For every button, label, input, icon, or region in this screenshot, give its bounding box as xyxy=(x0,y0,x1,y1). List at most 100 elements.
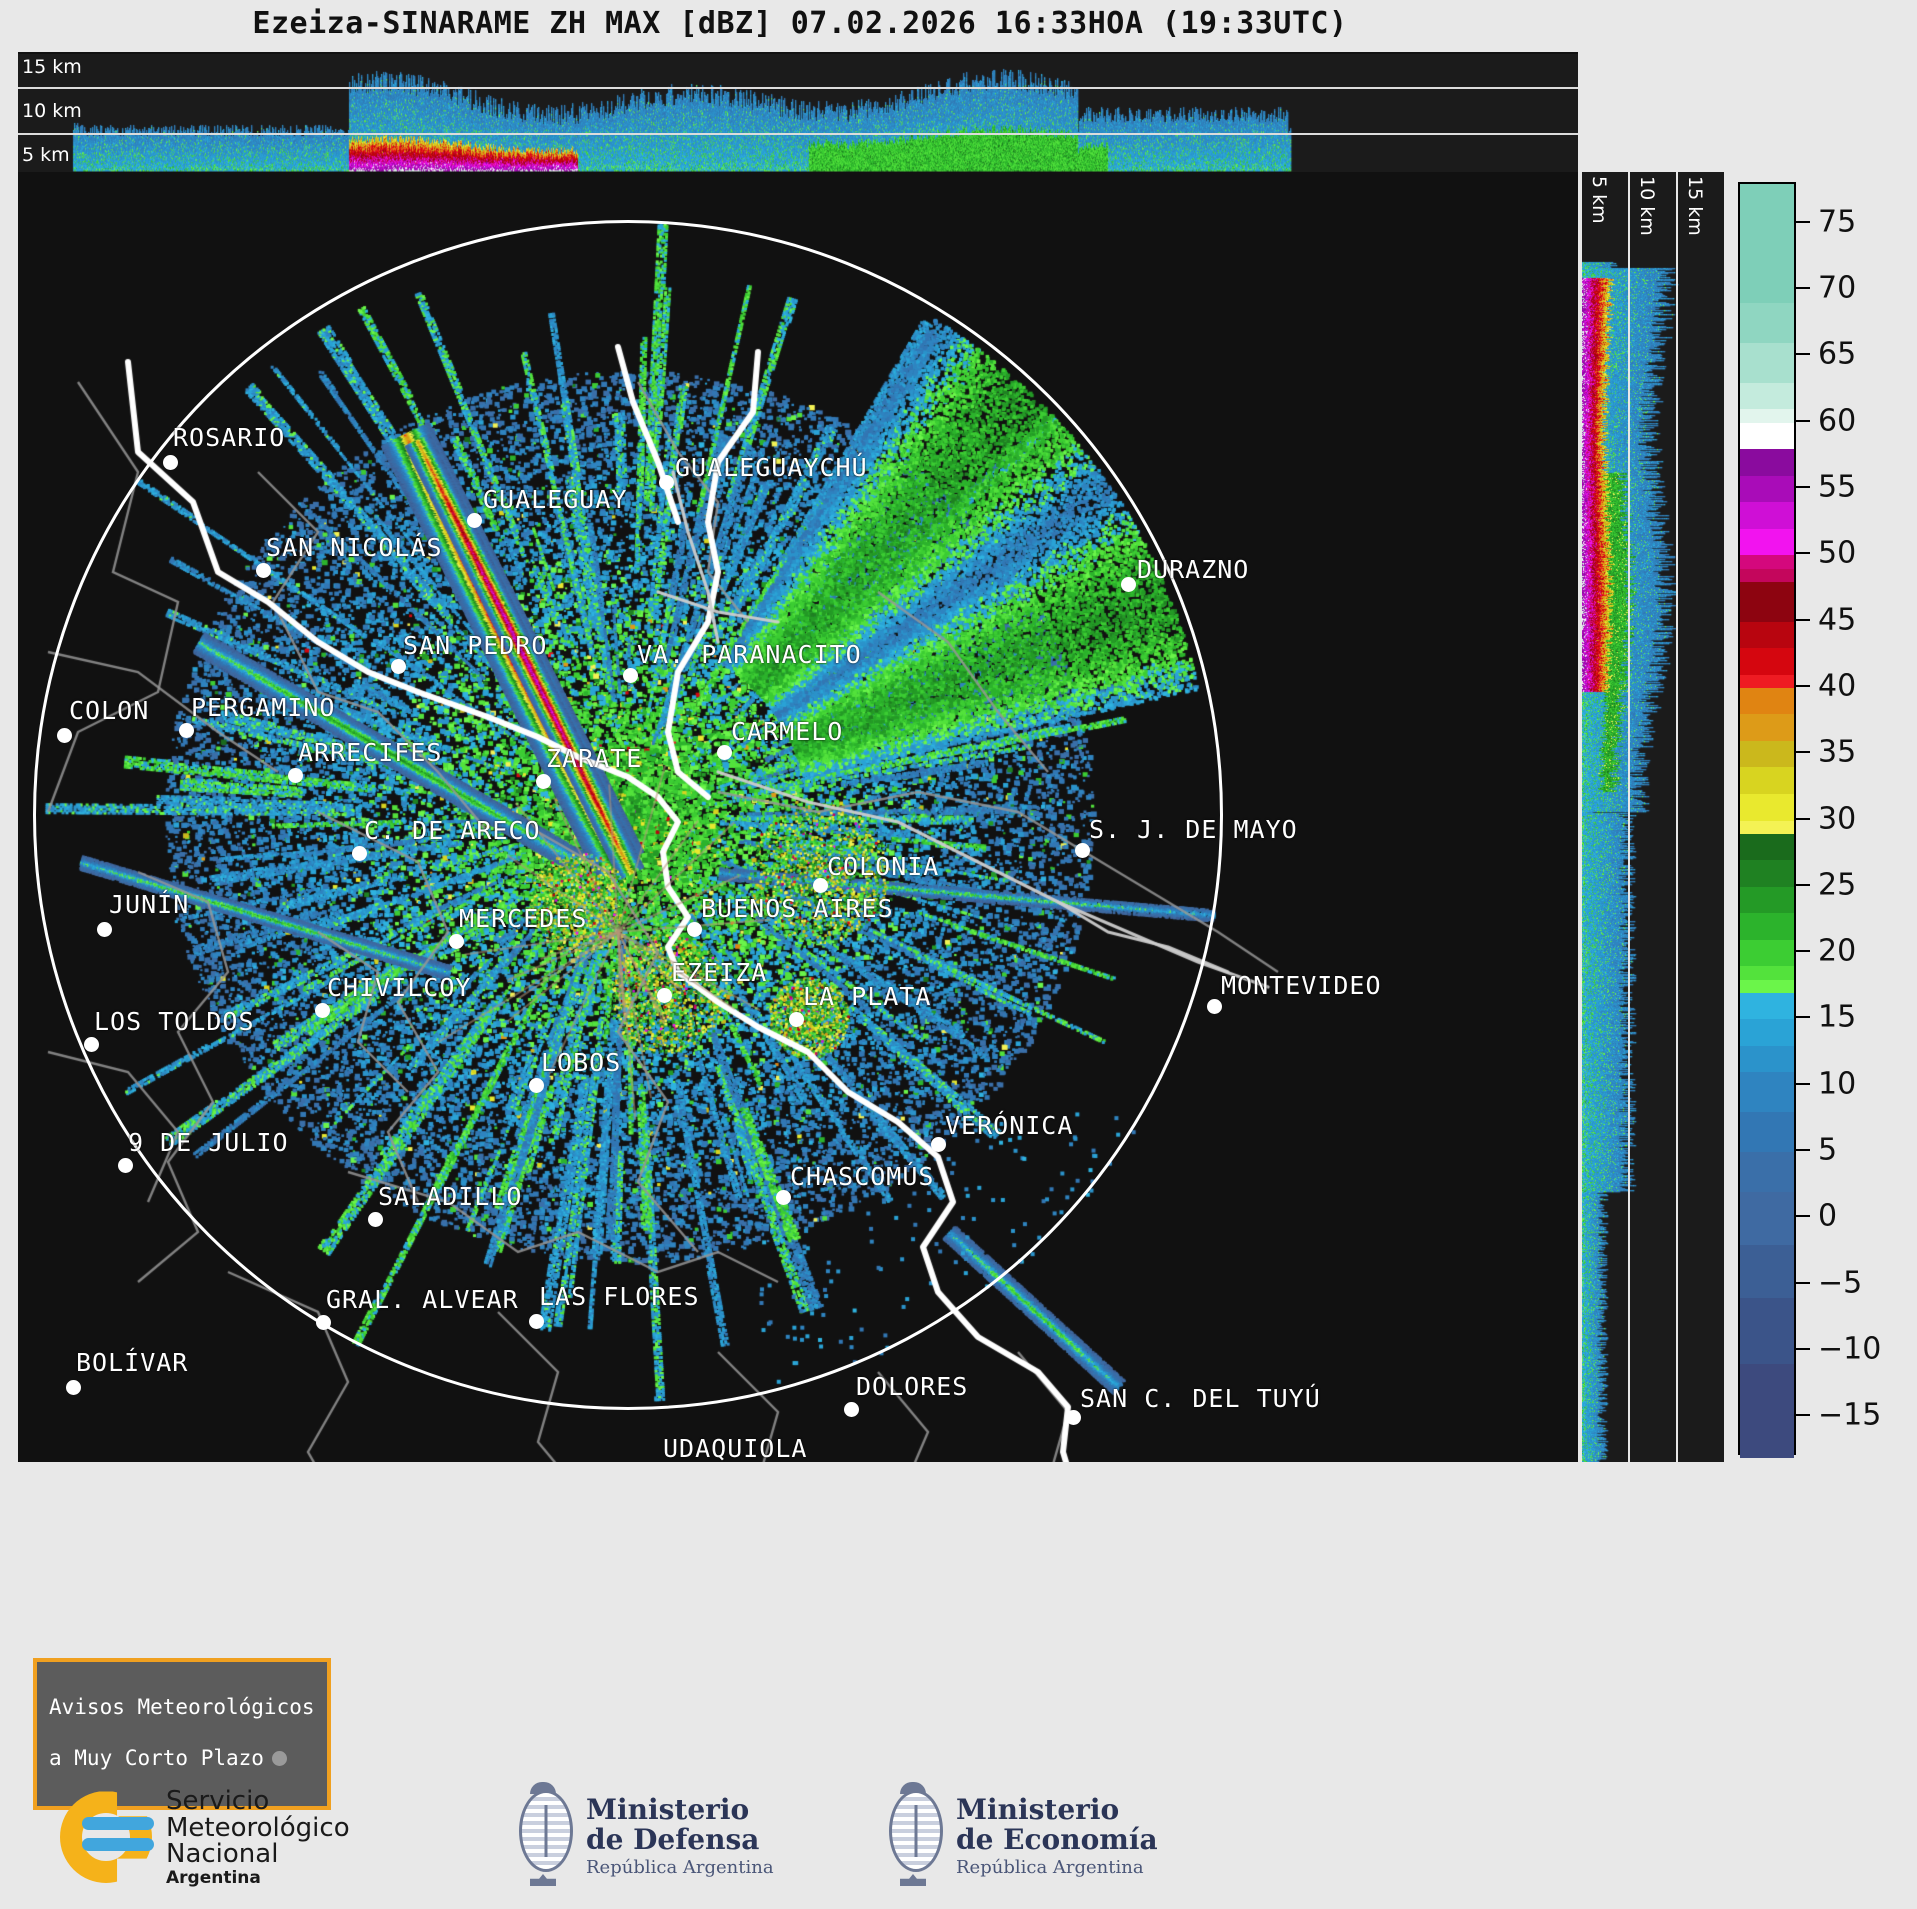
colorbar-segment xyxy=(1740,502,1794,530)
colorbar-tick xyxy=(1796,1215,1810,1218)
city-label: CARMELO xyxy=(731,717,844,746)
colorbar-segment xyxy=(1740,913,1794,941)
coat-shield-icon-2 xyxy=(889,1790,943,1872)
city-dot-icon xyxy=(776,1190,791,1205)
city-label: LAS FLORES xyxy=(539,1282,700,1311)
right-cross-section-echo-canvas xyxy=(1582,172,1724,1462)
xsec-top-label-15km: 15 km xyxy=(22,56,82,78)
xsec-right-label-5km: 5 km xyxy=(1588,176,1610,224)
colorbar-tick-label: 10 xyxy=(1818,1066,1857,1102)
colorbar-segment xyxy=(1740,1019,1794,1047)
colorbar-tick xyxy=(1796,220,1810,223)
city-label: SALADILLO xyxy=(378,1182,523,1211)
colorbar-segment xyxy=(1740,860,1794,888)
smn-line-4: Argentina xyxy=(166,1867,261,1888)
footer-logos: Servicio Meteorológico Nacional Argentin… xyxy=(0,1772,1600,1909)
colorbar-gradient xyxy=(1738,182,1796,1458)
colorbar-segment xyxy=(1740,820,1794,835)
city-dot-icon xyxy=(659,475,674,490)
city-label: DOLORES xyxy=(856,1372,969,1401)
city-dot-icon xyxy=(813,878,828,893)
colorbar-tick-label: 15 xyxy=(1818,999,1857,1035)
defensa-text: Ministerio de Defensa República Argentin… xyxy=(586,1792,774,1878)
city-dot-icon xyxy=(529,1078,544,1093)
colorbar-tick xyxy=(1796,1082,1810,1085)
colorbar-tick-label: 35 xyxy=(1818,734,1857,770)
city-label: SAN NICOLÁS xyxy=(266,533,443,562)
smn-line-1: Servicio xyxy=(166,1786,270,1816)
economia-line-3: República Argentina xyxy=(956,1857,1144,1879)
city-label: BUENOS AIRES xyxy=(701,894,894,923)
colorbar-tick-label: 25 xyxy=(1818,867,1857,903)
logo-smn: Servicio Meteorológico Nacional Argentin… xyxy=(60,1788,350,1887)
city-label: COLONIA xyxy=(827,852,940,881)
city-dot-icon xyxy=(368,1212,383,1227)
colorbar-segment xyxy=(1740,687,1794,715)
colorbar-segment xyxy=(1740,621,1794,649)
city-label: MERCEDES xyxy=(459,904,588,933)
city-dot-icon xyxy=(256,563,271,578)
city-dot-icon xyxy=(931,1137,946,1152)
colorbar-tick-label: 60 xyxy=(1818,403,1857,439)
colorbar-segment xyxy=(1740,833,1794,861)
xsec-right-gridline-10km xyxy=(1676,172,1678,1462)
coat-base-icon-2 xyxy=(900,1874,926,1886)
colorbar-tick-label: 75 xyxy=(1818,204,1857,240)
colorbar-segment xyxy=(1740,409,1794,424)
colorbar-segment xyxy=(1740,422,1794,450)
colorbar-tick xyxy=(1796,618,1810,621)
colorbar-segment xyxy=(1740,263,1794,304)
city-label: 9 DE JULIO xyxy=(128,1128,289,1157)
coat-base-icon xyxy=(530,1874,556,1886)
colorbar-tick xyxy=(1796,883,1810,886)
city-dot-icon xyxy=(717,745,732,760)
top-cross-section-panel: 15 km 10 km 5 km xyxy=(18,52,1578,172)
colorbar: 75 70 65 60 55 50 45 40 35 30 25 20 15 10 5 0 −5 −10 −15 xyxy=(1738,182,1881,1458)
city-dot-icon xyxy=(1066,1410,1081,1425)
radar-map-panel[interactable]: ROSARIO GUALEGUAYCHÚ GUALEGUAY SAN NICOLÁS D… xyxy=(18,172,1578,1462)
smn-wave-2 xyxy=(82,1838,154,1852)
city-label: C. DE ARECO xyxy=(364,816,541,845)
smn-wave-1 xyxy=(82,1817,154,1831)
logo-ministerio-defensa: Ministerio de Defensa República Argentin… xyxy=(510,1782,774,1888)
smn-logo-icon xyxy=(60,1791,154,1884)
smn-ring-shape xyxy=(60,1791,152,1884)
colorbar-tick-label: 65 xyxy=(1818,336,1857,372)
city-dot-icon xyxy=(687,922,702,937)
city-label: ZARATE xyxy=(546,744,643,773)
colorbar-segment xyxy=(1740,475,1794,503)
city-dot-icon xyxy=(1075,843,1090,858)
city-dot-icon xyxy=(467,513,482,528)
argentina-coat-of-arms-icon xyxy=(510,1782,576,1888)
colorbar-segment xyxy=(1740,714,1794,742)
colorbar-tick xyxy=(1796,1281,1810,1284)
weather-warning-legend[interactable]: Avisos Meteorológicos a Muy Corto Plazo xyxy=(33,1658,331,1811)
colorbar-tick xyxy=(1796,1414,1810,1417)
colorbar-tick xyxy=(1796,419,1810,422)
xsec-top-gridline-15km xyxy=(18,87,1578,89)
right-cross-section-panel: 5 km 10 km 15 km xyxy=(1582,172,1724,1462)
colorbar-segment xyxy=(1740,1191,1794,1246)
colorbar-segment xyxy=(1740,979,1794,994)
city-dot-icon xyxy=(657,988,672,1003)
colorbar-segment xyxy=(1740,939,1794,967)
city-dot-icon xyxy=(844,1402,859,1417)
colorbar-segment xyxy=(1740,303,1794,344)
city-label: S. J. DE MAYO xyxy=(1089,815,1298,844)
city-dot-icon xyxy=(623,668,638,683)
colorbar-tick xyxy=(1796,751,1810,754)
warning-line-1: Avisos Meteorológicos xyxy=(49,1694,315,1719)
city-dot-icon xyxy=(57,728,72,743)
city-label: DURAZNO xyxy=(1137,555,1250,584)
colorbar-tick xyxy=(1796,353,1810,356)
city-label: CHIVILCOY xyxy=(327,973,472,1002)
city-label: LOBOS xyxy=(541,1048,622,1077)
city-dot-icon xyxy=(84,1037,99,1052)
city-dot-icon xyxy=(288,768,303,783)
top-cross-section-echo-canvas xyxy=(18,54,1578,172)
colorbar-tick xyxy=(1796,684,1810,687)
city-label: LA PLATA xyxy=(803,982,932,1011)
defensa-line-1: Ministerio xyxy=(586,1792,750,1826)
city-label: BOLÍVAR xyxy=(76,1348,189,1377)
